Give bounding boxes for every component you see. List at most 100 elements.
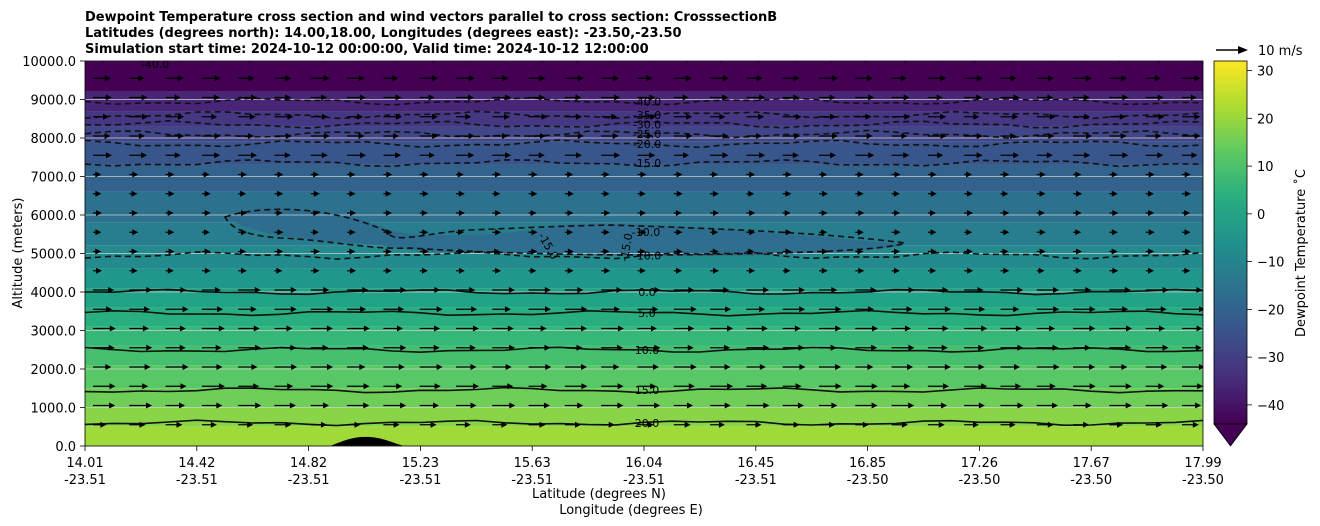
y-tick-label: 8000.0 <box>31 132 77 147</box>
wind-vector-head <box>943 383 950 390</box>
wind-vector-head <box>1157 152 1164 159</box>
colorbar-tick-label: 30 <box>1257 65 1274 80</box>
wind-vector-head <box>1197 383 1203 390</box>
wind-vector-head <box>976 152 983 159</box>
wind-vector-head <box>349 190 356 197</box>
wind-vector-head <box>1083 94 1090 101</box>
wind-vector-head <box>396 325 403 332</box>
y-tick-label: 9000.0 <box>31 94 77 109</box>
wind-vector-head <box>724 364 731 370</box>
wind-vector-head <box>468 133 475 139</box>
wind-vector-head <box>204 210 211 216</box>
wind-vector-head <box>821 229 828 236</box>
wind-vector-head <box>688 383 695 390</box>
wind-vector-head <box>906 306 913 313</box>
wind-vector-head <box>723 287 730 293</box>
wind-vector-head <box>831 75 838 82</box>
wind-vector-head <box>472 325 479 332</box>
wind-vector-head <box>1190 94 1197 101</box>
wind-vector-head <box>798 287 805 293</box>
colorbar-tick-label: −30 <box>1257 351 1284 366</box>
wind-vector-head <box>539 421 546 428</box>
wind-vector-head <box>749 210 756 216</box>
wind-vector-head <box>1015 383 1022 390</box>
wind-vector-head <box>756 75 763 82</box>
wind-vector-head <box>144 306 151 313</box>
wind-vector-head <box>179 325 186 332</box>
wind-vector-head <box>255 344 262 351</box>
wind-vector-head <box>567 190 574 197</box>
wind-vector-head <box>422 190 429 197</box>
wind-vector-head <box>686 113 693 120</box>
wind-vector-head <box>794 325 801 332</box>
wind-vector-head <box>581 383 588 390</box>
contour-label: -40.0 <box>141 58 169 71</box>
wind-vector-head <box>321 152 328 159</box>
wind-vector-head <box>1053 306 1060 313</box>
wind-vector-head <box>577 402 584 409</box>
wind-vector-head <box>433 402 440 409</box>
wind-vector-head <box>103 113 110 120</box>
wind-vector-head <box>180 287 187 293</box>
chart-title-line-2: Latitudes (degrees north): 14.00,18.00, … <box>85 26 682 41</box>
wind-vector-head <box>1012 113 1019 120</box>
wind-vector-head <box>393 421 400 428</box>
wind-vector-head <box>858 210 865 216</box>
wind-vector-head <box>216 402 223 409</box>
wind-vector-head <box>357 113 364 120</box>
wind-vector-head <box>434 287 441 293</box>
wind-vector-head <box>647 133 654 139</box>
wind-vector-head <box>214 152 221 159</box>
wind-vector-head <box>894 248 901 255</box>
wind-vector-head <box>676 229 683 236</box>
wind-vector-head <box>981 325 988 332</box>
wind-vector-head <box>675 210 682 216</box>
wind-vector-head <box>428 152 435 159</box>
wind-vector-head <box>400 402 407 409</box>
wind-vector-head <box>174 94 181 101</box>
wind-vector-head <box>313 190 320 197</box>
wind-vector-head <box>531 171 538 178</box>
wind-vector-head <box>785 229 792 236</box>
wind-vector-head <box>210 421 217 428</box>
colorbar-tick-label: 20 <box>1257 112 1274 127</box>
wind-vector-head <box>1148 248 1155 255</box>
wind-vector-head <box>1003 229 1010 236</box>
wind-vector-head <box>509 344 516 351</box>
wind-vector-head <box>759 152 766 159</box>
wind-vector-head <box>941 344 948 351</box>
wind-vector-head <box>531 229 538 236</box>
wind-vector-head <box>1038 267 1045 274</box>
x-axis-label-latitude: Latitude (degrees N) <box>532 487 666 502</box>
wind-vector-head <box>470 402 477 409</box>
wind-vector-head <box>654 287 661 293</box>
wind-vector-head <box>785 248 792 255</box>
wind-vector-head <box>327 383 334 390</box>
contour-line <box>85 119 1203 129</box>
colorbar-tick-label: −10 <box>1257 256 1284 271</box>
wind-vector-head <box>179 402 186 409</box>
wind-vector-head <box>544 287 551 293</box>
wind-vector-head <box>131 267 138 274</box>
wind-vector-head <box>676 190 683 197</box>
wind-vector-head <box>168 248 175 255</box>
wind-vector-head <box>1003 171 1010 178</box>
wind-vector-head <box>349 171 356 178</box>
wind-vector-head <box>652 306 659 313</box>
quiver-key-label: 10 m/s <box>1258 44 1303 59</box>
wind-vector-head <box>613 364 620 370</box>
wind-vector-head <box>321 113 328 120</box>
wind-vector-head <box>725 306 732 313</box>
contour-line <box>85 139 1203 149</box>
wind-vector-head <box>1117 421 1124 428</box>
wind-vector-head <box>1015 325 1022 332</box>
wind-vector-head <box>142 383 149 390</box>
wind-vector-head <box>676 267 683 274</box>
wind-vector-head <box>978 344 985 351</box>
wind-vector-head <box>458 190 465 197</box>
wind-vector-head <box>131 190 138 197</box>
wind-vector-head <box>690 306 697 313</box>
chart-title-line-3: Simulation start time: 2024-10-12 00:00:… <box>85 42 649 57</box>
wind-vector-head <box>216 364 223 370</box>
